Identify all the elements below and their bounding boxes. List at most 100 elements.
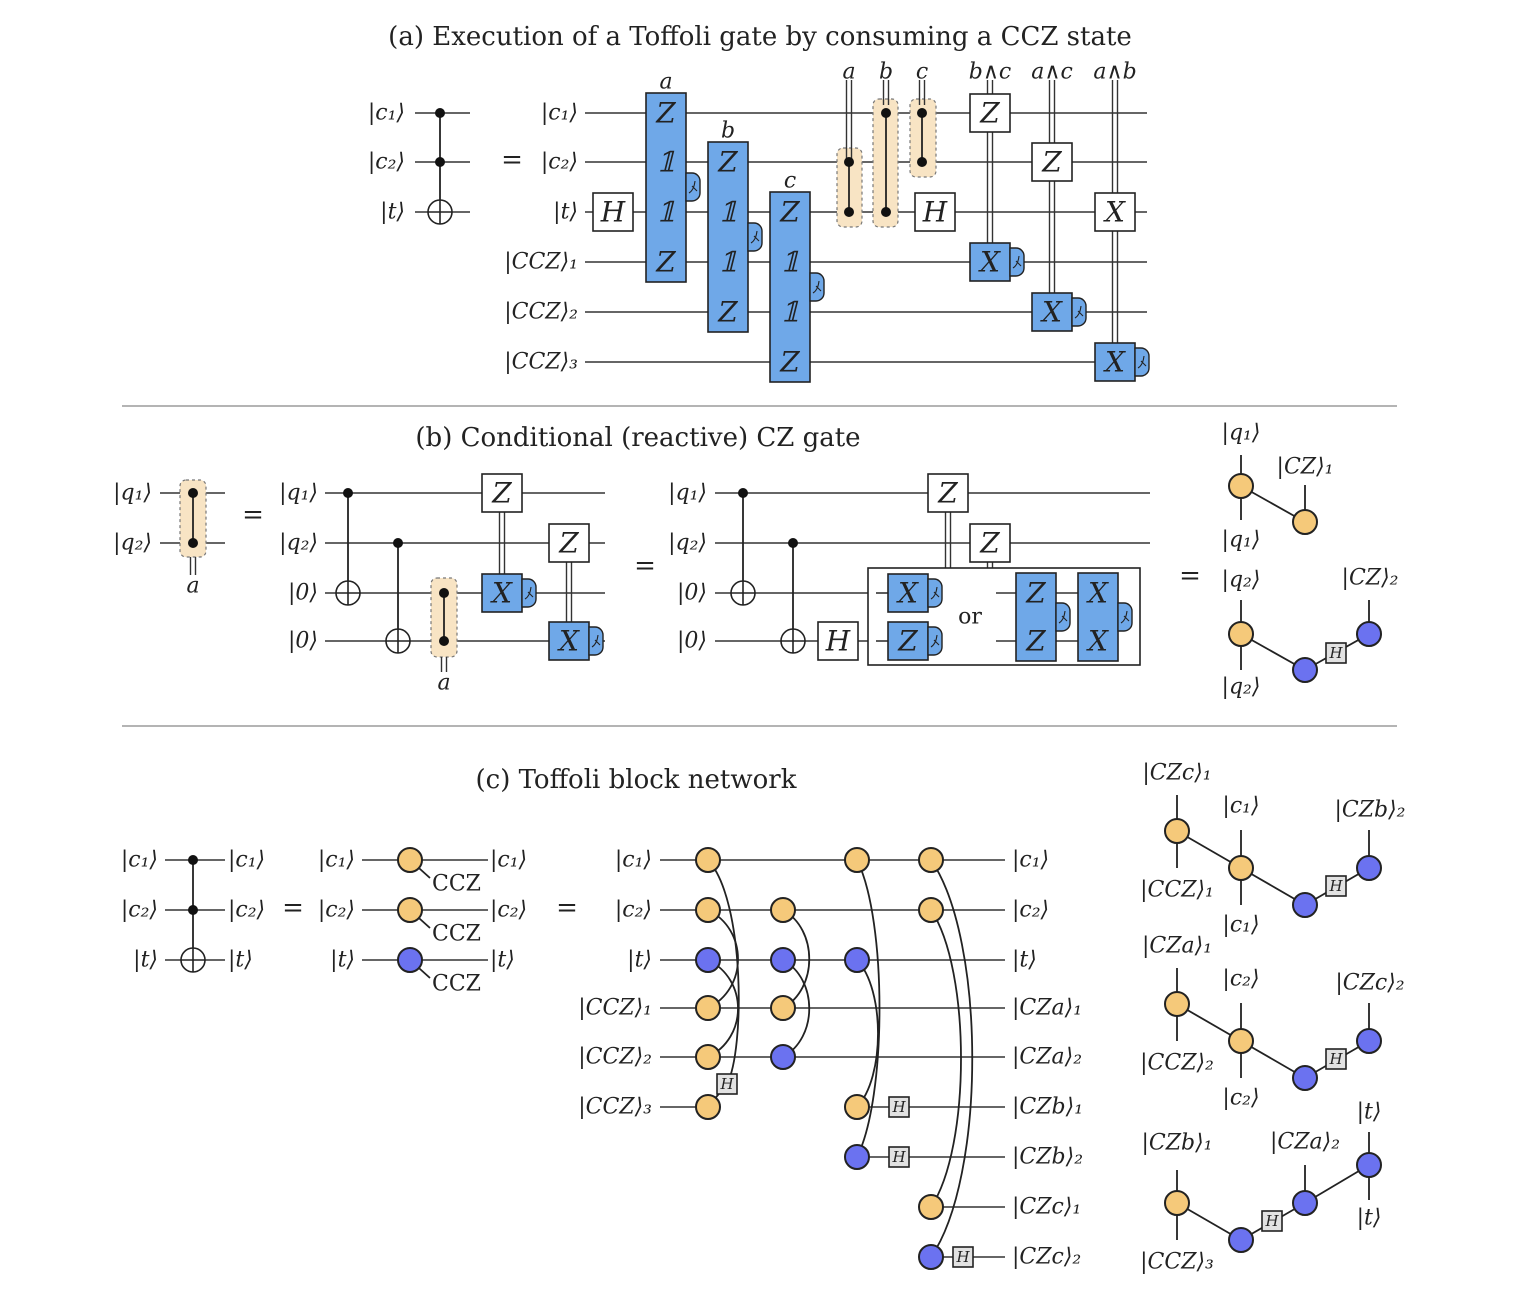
- label: |CZc⟩₂: [1012, 1245, 1081, 1270]
- gate-H: [592, 192, 634, 232]
- label: |t⟩: [330, 948, 355, 973]
- measurement-needle-icon: [930, 586, 940, 600]
- label: |CCZ⟩₂: [578, 1045, 652, 1070]
- hadamard-box: [1261, 1210, 1283, 1232]
- gate-symbol: Z: [491, 477, 512, 510]
- label: |CZc⟩₁: [1012, 1195, 1081, 1220]
- label: |0⟩: [288, 629, 318, 654]
- measurement-needle-icon: [1137, 355, 1147, 369]
- measurement-label: b: [721, 119, 735, 144]
- label: |CZa⟩₂: [1012, 1045, 1082, 1070]
- label: |c₁⟩: [541, 101, 578, 126]
- equals-sign: =: [556, 893, 578, 923]
- label: |q₁⟩: [113, 481, 152, 506]
- orange-node: [844, 847, 870, 873]
- label: |c₁⟩: [615, 848, 652, 873]
- label: |q₁⟩: [279, 481, 318, 506]
- orange-node: [1228, 473, 1254, 499]
- control-dot: [188, 905, 198, 915]
- control-dot: [881, 207, 891, 217]
- control-dot: [844, 207, 854, 217]
- ccz-tag: CCZ: [432, 872, 481, 897]
- orange-node: [844, 1094, 870, 1120]
- orange-node: [918, 1194, 944, 1220]
- measurement-label: a: [659, 70, 672, 95]
- orange-node: [1228, 621, 1254, 647]
- blue-node: [1356, 855, 1382, 881]
- label: |c₁⟩: [490, 848, 527, 873]
- gate-symbol: X: [1086, 577, 1109, 610]
- label: |c₁⟩: [318, 848, 355, 873]
- control-dot: [788, 538, 798, 548]
- hadamard-symbol: H: [891, 1098, 906, 1116]
- control-dot: [435, 108, 445, 118]
- equals-sign: =: [242, 500, 264, 530]
- gate-symbol: Z: [1025, 577, 1046, 610]
- gate-Z: [927, 473, 969, 513]
- hadamard-box: [716, 1073, 738, 1095]
- blue-node: [1292, 1065, 1318, 1091]
- blue-node: [770, 1044, 796, 1070]
- label: |t⟩: [228, 948, 253, 973]
- hadamard-symbol: H: [1328, 1050, 1343, 1068]
- orange-node: [918, 897, 944, 923]
- gate-symbol: X: [896, 577, 919, 610]
- control-dot: [188, 855, 198, 865]
- gate-symbol: X: [1086, 625, 1109, 658]
- gate-H: [817, 621, 859, 661]
- control-dot: [881, 108, 891, 118]
- control-dot: [435, 157, 445, 167]
- blue-gate-X: [1031, 292, 1073, 332]
- measurement-needle-icon: [524, 586, 534, 600]
- label: |c₁⟩: [1222, 913, 1259, 938]
- hadamard-box: [952, 1246, 974, 1268]
- ccz-tag: CCZ: [432, 972, 481, 997]
- orange-node: [770, 897, 796, 923]
- label: |c₁⟩: [228, 848, 265, 873]
- label: |c₂⟩: [541, 150, 578, 175]
- hadamard-symbol: H: [1264, 1212, 1279, 1230]
- gate-symbol: Z: [979, 97, 1000, 130]
- hadamard-symbol: H: [955, 1248, 970, 1266]
- condition-label: a∧c: [1031, 60, 1073, 85]
- orange-node: [397, 847, 423, 873]
- label: |c₂⟩: [1222, 1086, 1259, 1111]
- fusion-link: [707, 859, 740, 1108]
- label: |q₂⟩: [1222, 675, 1261, 700]
- orange-node: [695, 847, 721, 873]
- equals-sign: =: [634, 551, 656, 581]
- label: |t⟩: [1357, 1100, 1382, 1125]
- orange-node: [695, 1094, 721, 1120]
- label: |CZb⟩₂: [1334, 798, 1405, 823]
- gate-symbol: X: [1103, 196, 1126, 229]
- label: |CCZ⟩₃: [578, 1095, 652, 1120]
- label: |c₁⟩: [121, 848, 158, 873]
- measurement-label: c: [784, 169, 796, 194]
- gate-symbol: H: [825, 625, 851, 658]
- gate-symbol: 𝟙: [656, 196, 675, 229]
- gate-symbol: X: [1103, 346, 1126, 379]
- orange-node: [1164, 818, 1190, 844]
- label: |CCZ⟩₃: [1140, 1250, 1214, 1275]
- measurement-needle-icon: [1058, 610, 1068, 624]
- gate-symbol: X: [1040, 296, 1063, 329]
- control-dot: [738, 488, 748, 498]
- equals-sign: =: [501, 145, 523, 175]
- measurement-needle-icon: [688, 180, 698, 194]
- blue-node: [1292, 892, 1318, 918]
- fusion-link: [856, 959, 879, 1108]
- blue-node: [1292, 1190, 1318, 1216]
- label: |q₂⟩: [279, 531, 318, 556]
- label: |c₂⟩: [490, 898, 527, 923]
- label: |t⟩: [490, 948, 515, 973]
- label: |CCZ⟩₂: [504, 300, 578, 325]
- label: |t⟩: [553, 200, 578, 225]
- gate-symbol: H: [600, 196, 626, 229]
- gate-symbol: H: [922, 196, 948, 229]
- label: |c₁⟩: [368, 101, 405, 126]
- gate-symbol: 𝟙: [780, 296, 799, 329]
- blue-node: [397, 947, 423, 973]
- gate-H: [914, 192, 956, 232]
- measurement-needle-icon: [1120, 610, 1130, 624]
- panel-a-title: (a) Execution of a Toffoli gate by consu…: [388, 22, 1132, 52]
